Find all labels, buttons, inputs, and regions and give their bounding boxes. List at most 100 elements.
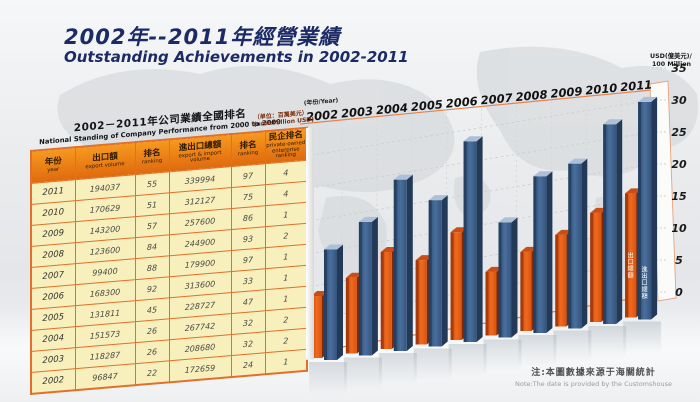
value-cell: 97: [231, 247, 265, 272]
bar-group-2005: [413, 195, 452, 381]
bar-export: [625, 193, 637, 318]
bar-group-2010: [588, 119, 627, 358]
bar-export: [555, 234, 567, 327]
bar-total-top: [568, 158, 588, 164]
bar-total: [603, 124, 617, 324]
bar-total-top: [428, 195, 448, 201]
bar-total-side: [616, 119, 623, 324]
bar-total: [358, 221, 372, 356]
footnote-zh: 注:本圖數據來源于海關統計: [531, 367, 656, 378]
bar-total-top: [393, 174, 413, 180]
bar-group-2008: [518, 171, 557, 367]
bar-reflection: [553, 330, 592, 363]
bar-export-top: [311, 291, 328, 297]
bar-export: [311, 296, 322, 358]
y-tick-label: 15: [671, 190, 687, 203]
bar-total-top: [498, 217, 518, 223]
value-cell: 24: [231, 352, 265, 378]
bar-export-top: [415, 255, 433, 261]
page-title: 2002年--2011年經營業績: [64, 25, 341, 49]
bar-reflection: [448, 344, 487, 376]
value-cell: 84: [135, 234, 169, 259]
bar-total-side: [581, 158, 588, 329]
value-cell: 33: [231, 268, 265, 293]
performance-table-block: 2002－2011年公司業績全國排名 National Standing of …: [30, 101, 314, 395]
footnote: 注:本圖數據來源于海關統計 Note:The date is provided …: [515, 368, 672, 388]
value-cell: 45: [135, 297, 169, 322]
column-header: 出口額 export volume: [75, 142, 135, 180]
value-cell: 93: [231, 226, 265, 251]
year-label: 2003: [340, 104, 373, 121]
bar-total: [498, 222, 512, 338]
bar-reflection: [623, 321, 662, 354]
value-cell: 97: [231, 163, 265, 188]
bar-total: [533, 176, 547, 333]
bar-reflection: [378, 353, 417, 385]
value-cell: 88: [135, 255, 169, 280]
column-header: 進出口總額 export & import volume: [169, 134, 231, 172]
y-axis-title: USD(億美元)/: [650, 51, 693, 60]
y-tick-label: 5: [675, 254, 683, 267]
bar-total-side: [337, 244, 343, 360]
bar-export-top: [555, 229, 573, 235]
bar-total: [428, 200, 442, 347]
year-axis-labels: (年份/Year)2002 2003 2004 2005 2006 2007 2008 200…: [303, 77, 652, 123]
y-tick-label: 25: [671, 126, 687, 139]
bar-total-top: [533, 171, 553, 177]
value-cell: 1: [265, 349, 307, 375]
bar-total-side: [406, 174, 413, 351]
bar-total-side: [441, 195, 448, 347]
y-tick-label: 35: [671, 62, 687, 75]
y-tick-label: 10: [671, 222, 687, 235]
y-tick-label: 30: [671, 94, 687, 107]
bar-reflection: [588, 326, 627, 358]
year-label: 2008: [515, 87, 548, 104]
bar-total-side: [511, 217, 518, 338]
bar-reflection: [343, 357, 382, 390]
bar-total-top: [603, 119, 623, 125]
year-axis-caption: (年份/Year): [303, 96, 338, 107]
bar-export-top: [450, 227, 468, 233]
bar-group-2004: [378, 174, 417, 385]
bar-group-2006: [448, 136, 487, 376]
bar-export: [345, 277, 357, 354]
value-cell: 96847: [75, 363, 135, 391]
column-header: 年份 year: [31, 147, 75, 184]
year-label: 2006: [445, 94, 478, 111]
bar-group-2009: [553, 158, 592, 363]
bar-total: [324, 249, 337, 360]
bar-export-top: [625, 188, 643, 194]
bar-total-top: [463, 136, 483, 142]
bar-export: [415, 260, 427, 345]
y-tick-label: 20: [671, 158, 687, 171]
year-label: 2011: [620, 77, 653, 94]
value-cell: 32: [231, 331, 265, 356]
page-title-block: 2002年--2011年經營業績 Outstanding Achievement…: [64, 25, 409, 66]
bar-total-side: [546, 171, 553, 333]
bar-total-top: [358, 216, 378, 222]
bar-total: [638, 101, 652, 320]
bar-label-export: 出口總額: [628, 252, 634, 280]
year-cell: 2002: [31, 368, 75, 394]
value-cell: 57: [135, 213, 169, 238]
bar-export-top: [520, 246, 538, 252]
bar-label-total: 進出口總額: [642, 266, 648, 300]
bar-group-2003: [343, 216, 382, 390]
year-label: 2010: [585, 81, 618, 98]
y-tick-label: 0: [675, 286, 683, 299]
bar-total: [463, 141, 477, 342]
column-header: 排名 ranking: [231, 131, 265, 167]
value-cell: 75: [231, 184, 265, 209]
year-label: 2005: [410, 97, 443, 114]
value-cell: 32: [231, 310, 265, 335]
bar-reflection: [518, 335, 557, 367]
footnote-en: Note:The date is provided by the Customs…: [515, 379, 672, 388]
bar-total: [393, 179, 407, 351]
bar-export: [380, 251, 392, 349]
year-label: 2002: [306, 107, 339, 124]
bar-total-top: [324, 244, 343, 250]
bar-group-2007: [483, 217, 522, 372]
bar-group-2002: [309, 244, 347, 394]
bar-export: [590, 212, 602, 322]
